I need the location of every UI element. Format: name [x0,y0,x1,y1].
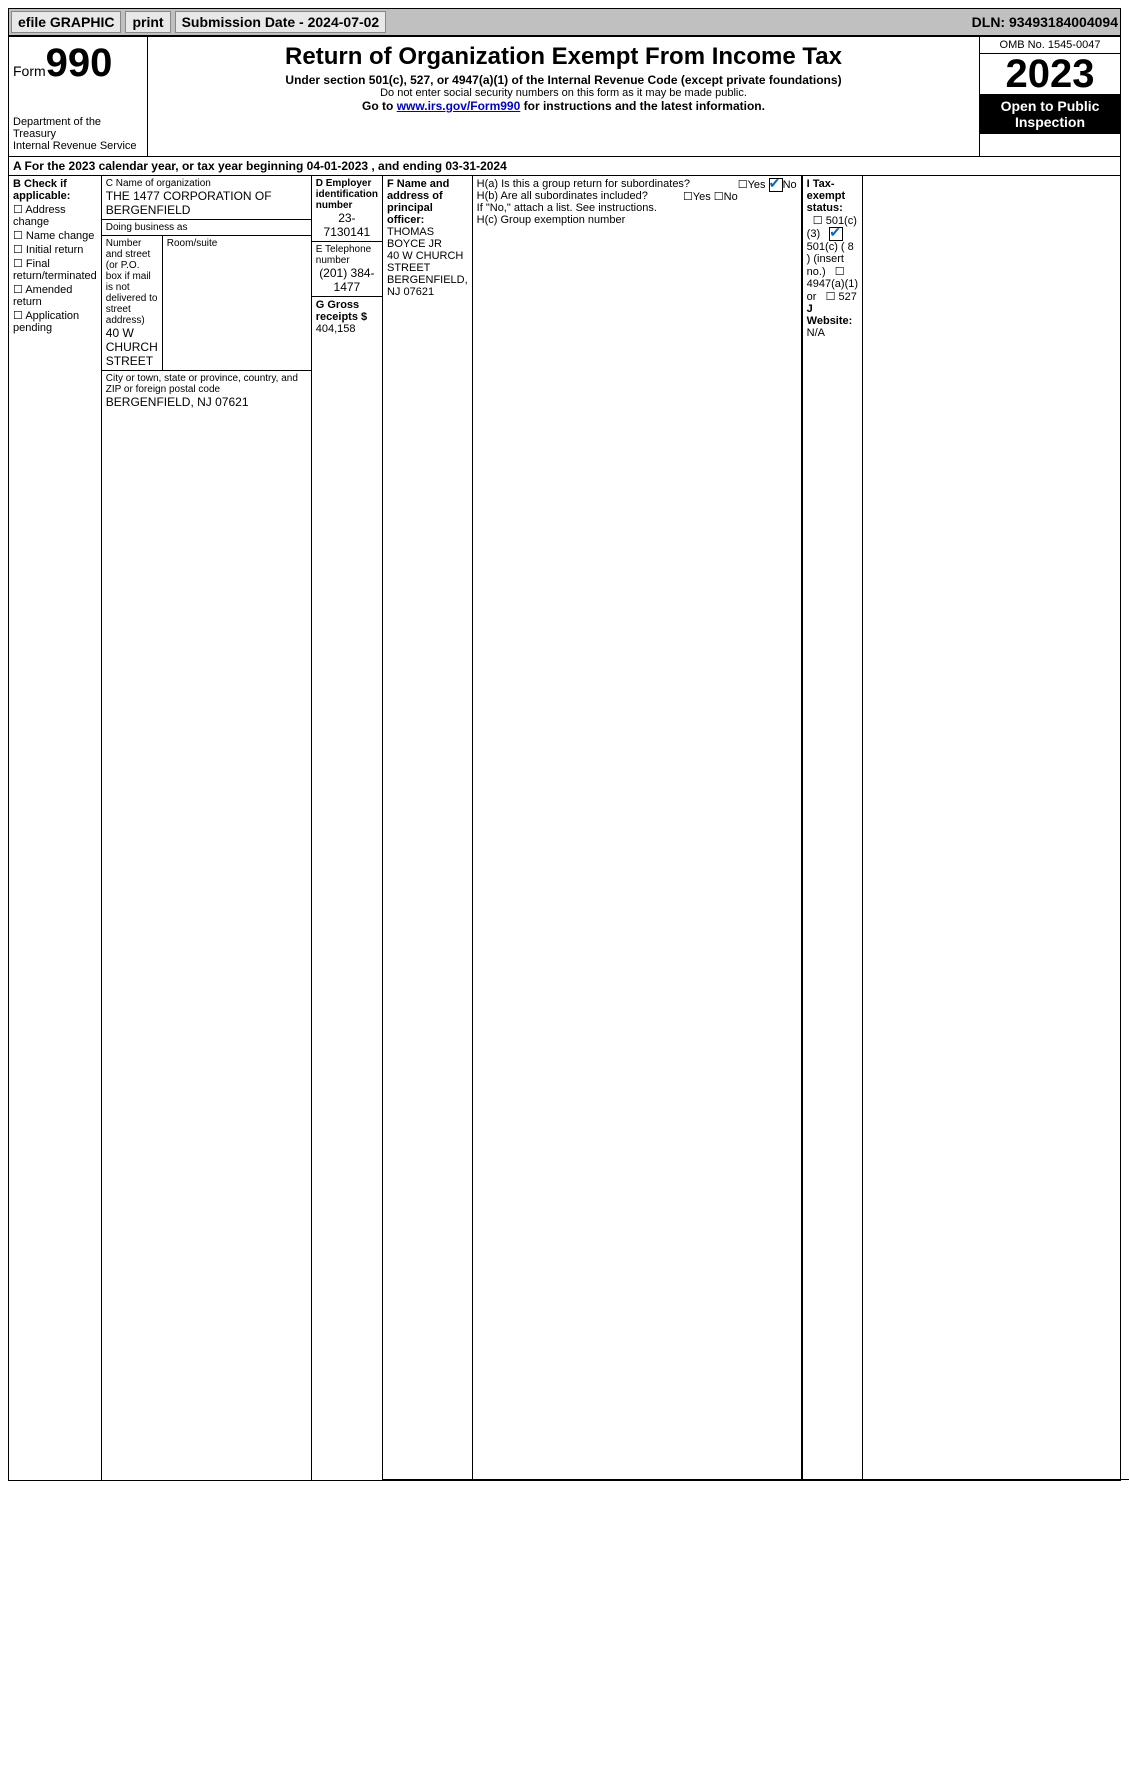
hb-note: If "No," attach a list. See instructions… [477,202,797,214]
form-subtitle: Under section 501(c), 527, or 4947(a)(1)… [156,73,971,87]
goto-prefix: Go to [362,99,397,113]
year-box: OMB No. 1545-0047 2023 Open to Public In… [979,37,1120,156]
box-b: B Check if applicable: ☐ Address change … [9,176,102,1480]
box-c: C Name of organization THE 1477 CORPORAT… [102,176,311,1480]
efile-bar: efile GRAPHIC print Submission Date - 20… [8,8,1121,36]
form-id-box: Form990 Department of the Treasury Inter… [9,37,148,156]
open-inspection: Open to Public Inspection [980,94,1120,134]
dln: DLN: 93493184004094 [972,14,1118,30]
phone-label: E Telephone number [316,244,378,266]
phone-value: (201) 384-1477 [316,266,378,294]
officer-name: THOMAS BOYCE JR [387,226,442,250]
chk-address-change[interactable]: ☐ Address change [13,203,97,228]
dept-label: Department of the Treasury Internal Reve… [13,116,143,152]
chk-name-change[interactable]: ☐ Name change [13,229,97,242]
501c-checkbox[interactable] [829,227,843,241]
ssn-note: Do not enter social security numbers on … [156,87,971,99]
block-bcdeg: B Check if applicable: ☐ Address change … [8,176,1121,1481]
website-label: J Website: [807,303,853,327]
form-title-box: Return of Organization Exempt From Incom… [148,37,979,156]
room-label: Room/suite [167,238,307,249]
gross-label: G Gross receipts $ [316,299,367,323]
form-number: 990 [46,41,113,85]
form-title: Return of Organization Exempt From Incom… [156,43,971,71]
form-label: Form [13,63,46,79]
officer-street: 40 W CHURCH STREET [387,250,463,274]
chk-initial-return[interactable]: ☐ Initial return [13,243,97,256]
ein-label: D Employer identification number [316,178,378,211]
row-a: A For the 2023 calendar year, or tax yea… [8,157,1121,176]
ein-value: 23-7130141 [316,211,378,239]
submission-date: Submission Date - 2024-07-02 [175,11,387,33]
box-b-label: B Check if applicable: [13,178,70,202]
box-deg: D Employer identification number 23-7130… [311,176,382,1480]
row-fh: F Name and address of principal officer:… [382,176,802,1480]
officer-label: F Name and address of principal officer: [387,178,449,226]
chk-amended-return[interactable]: ☐ Amended return [13,283,97,308]
print-button[interactable]: print [125,11,170,33]
ha-no-checkbox[interactable] [769,178,783,192]
chk-application-pending[interactable]: ☐ Application pending [13,309,97,334]
box-h: H(a) Is this a group return for subordin… [473,176,801,1479]
efile-label: efile GRAPHIC [11,11,121,33]
street-label: Number and street (or P.O. box if mail i… [106,238,158,326]
goto-suffix: for instructions and the latest informat… [524,99,765,113]
city-value: BERGENFIELD, NJ 07621 [106,395,307,409]
officer-city: BERGENFIELD, NJ 07621 [387,274,468,298]
tax-year: 2023 [980,54,1120,94]
tax-status-label: I Tax-exempt status: [807,178,846,214]
row-ij: I Tax-exempt status: ☐ 501(c)(3) 501(c) … [802,176,1129,1480]
form-header: Form990 Department of the Treasury Inter… [8,36,1121,157]
city-label: City or town, state or province, country… [106,373,307,395]
hb-label: H(b) Are all subordinates included? [477,190,648,202]
gross-value: 404,158 [316,323,356,335]
box-f: F Name and address of principal officer:… [383,176,473,1479]
org-name: THE 1477 CORPORATION OF BERGENFIELD [106,189,307,217]
ha-label: H(a) Is this a group return for subordin… [477,178,690,190]
irs-link[interactable]: www.irs.gov/Form990 [397,99,521,113]
chk-final-return[interactable]: ☐ Final return/terminated [13,257,97,282]
dba-label: Doing business as [106,222,307,233]
website-value: N/A [807,327,825,339]
street-value: 40 W CHURCH STREET [106,326,158,368]
org-name-label: C Name of organization [106,178,307,189]
hc make-label: H(c) Group exemption number [477,214,797,226]
